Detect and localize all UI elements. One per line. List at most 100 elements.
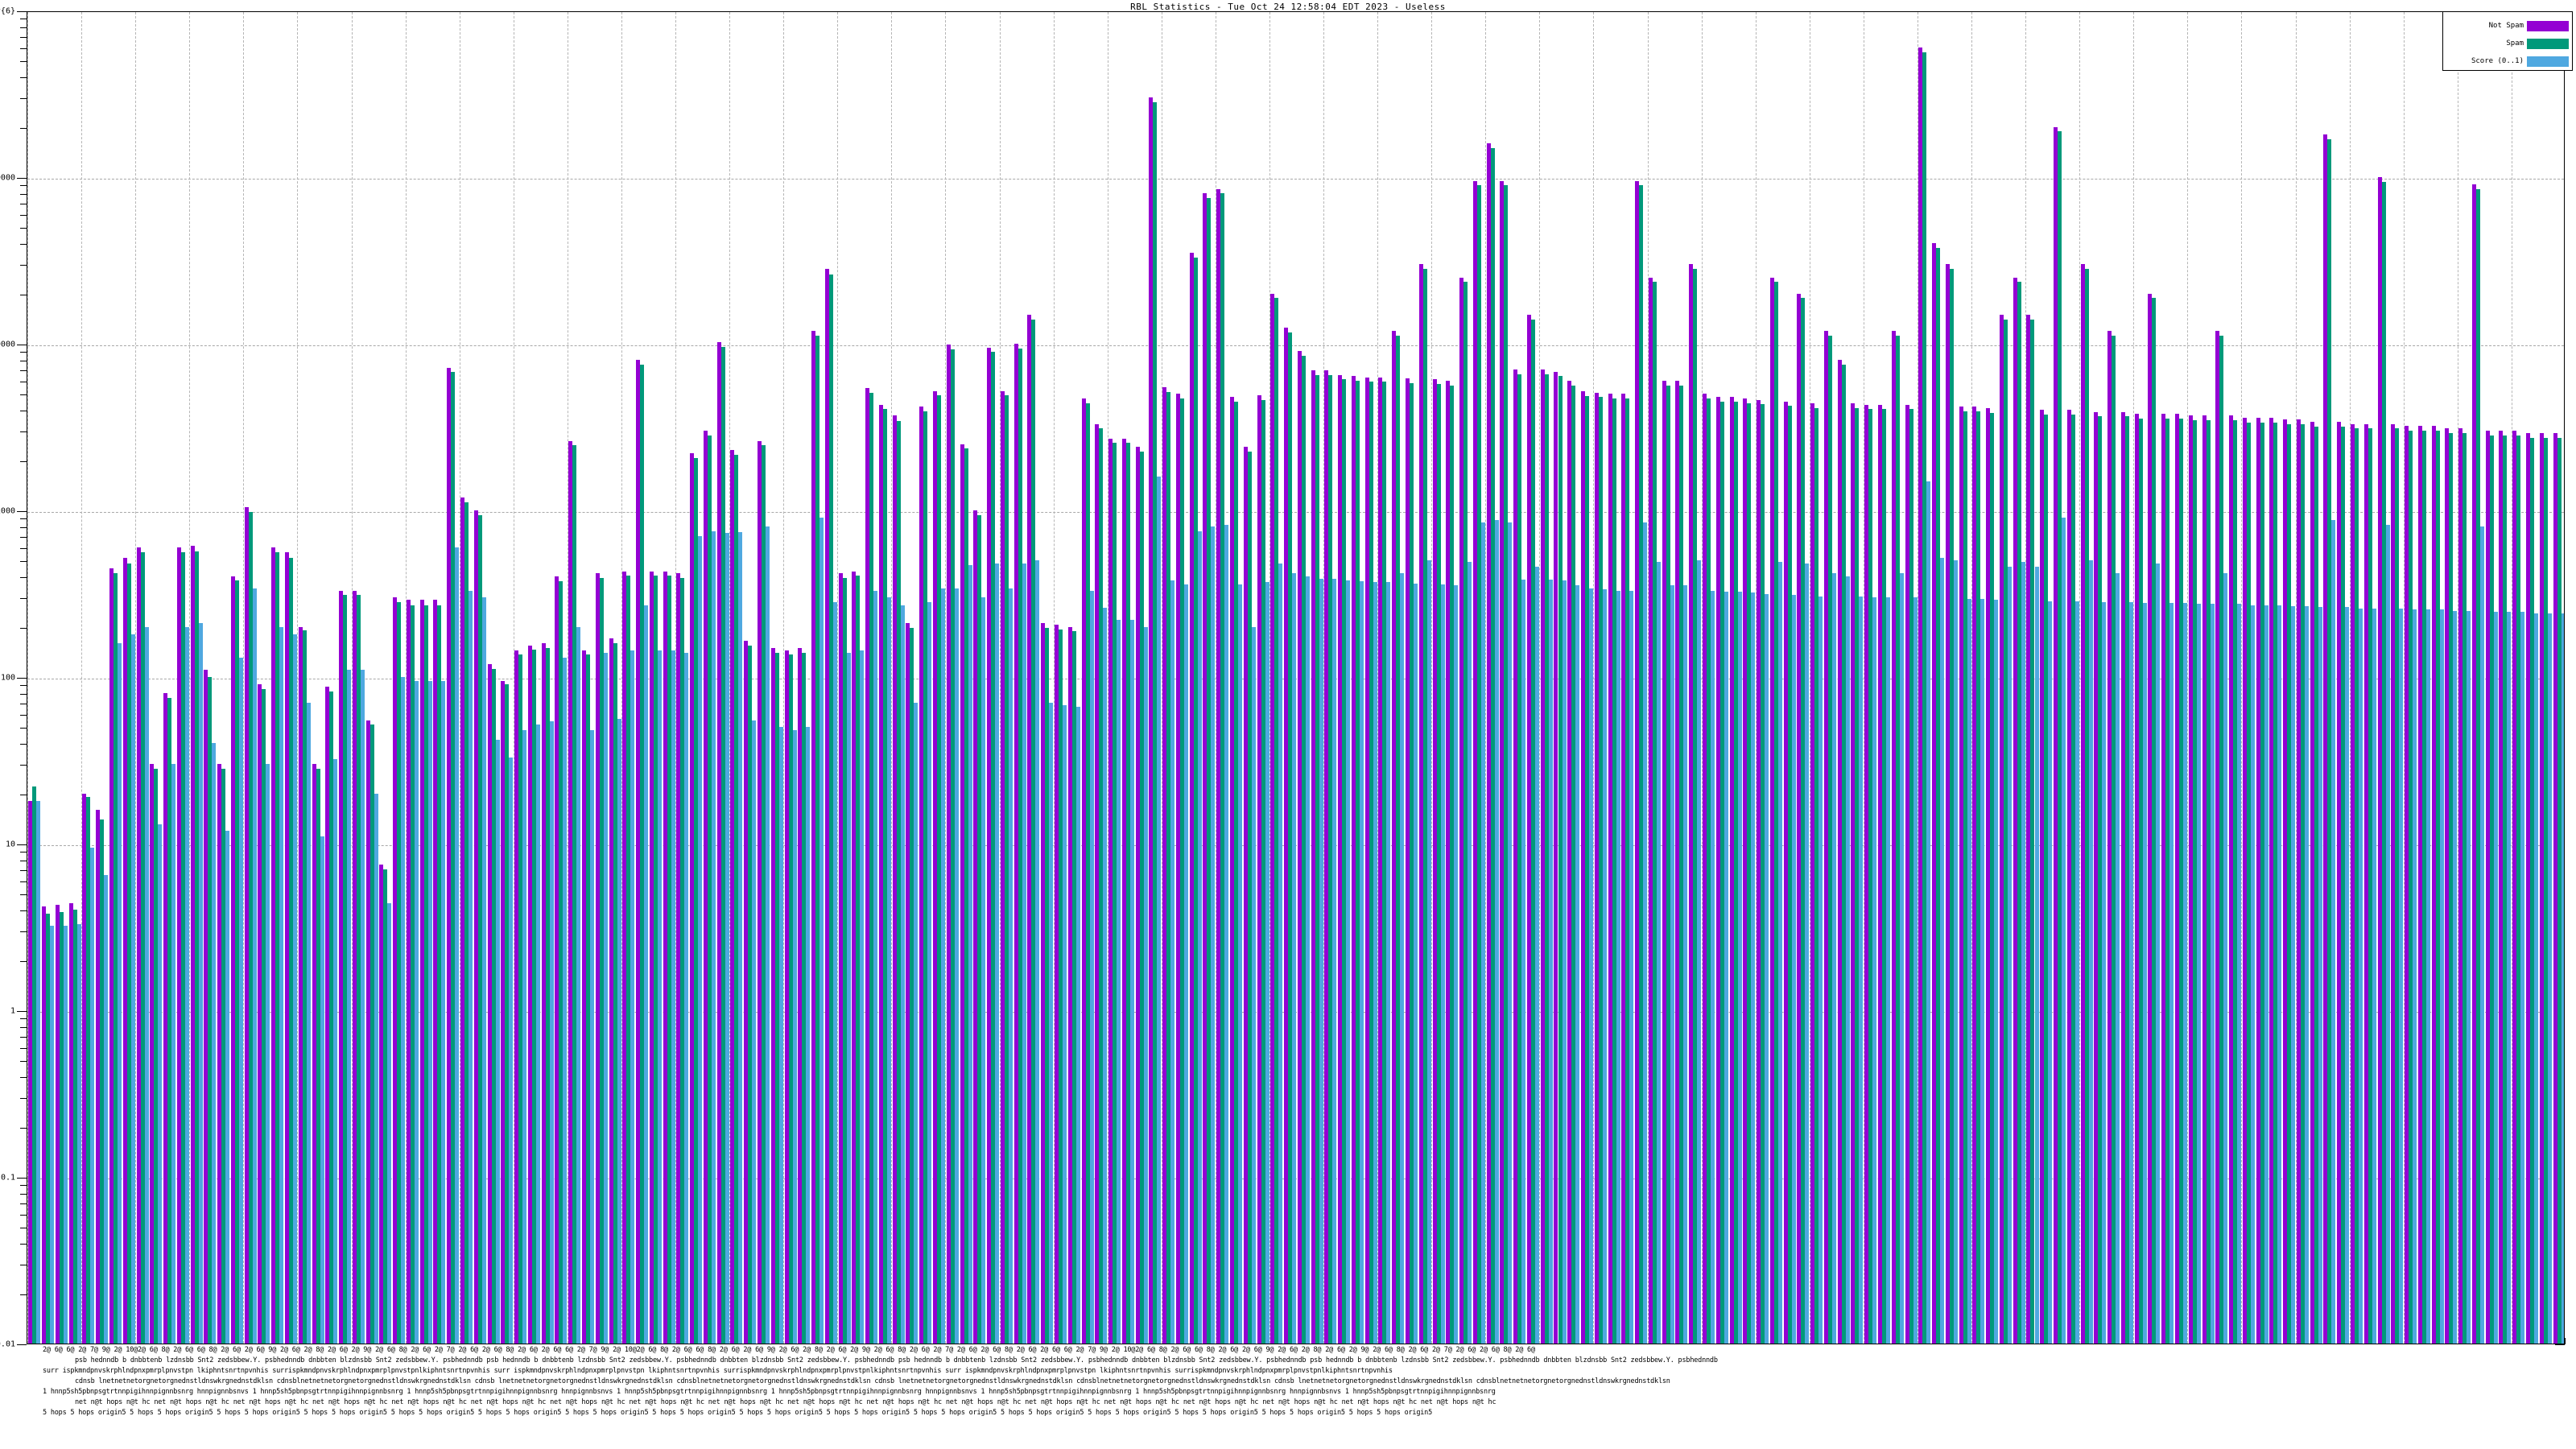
bar	[1693, 269, 1698, 1344]
gridline-vertical	[81, 12, 83, 1344]
bar	[852, 571, 857, 1344]
bar	[613, 642, 617, 1344]
bar	[2520, 612, 2525, 1344]
bar	[991, 352, 996, 1344]
bar	[343, 595, 348, 1344]
bar	[1918, 47, 1923, 1344]
legend-item[interactable]: Not Spam	[2443, 17, 2572, 35]
bar	[176, 547, 181, 1344]
bar	[2314, 426, 2318, 1344]
bar	[2112, 335, 2116, 1344]
bar	[312, 764, 316, 1344]
bar	[1913, 597, 1918, 1344]
bar	[1980, 598, 1985, 1344]
y-tick-minor	[20, 127, 27, 129]
y-tick-minor	[20, 1098, 27, 1100]
bar	[1747, 402, 1752, 1344]
bar	[455, 547, 460, 1344]
bar	[798, 647, 803, 1344]
gridline-vertical	[1647, 12, 1649, 1344]
bar	[2516, 435, 2521, 1344]
bar	[1338, 374, 1343, 1344]
bar	[1203, 193, 1208, 1344]
bar	[1224, 524, 1229, 1344]
y-tick-minor	[20, 1214, 27, 1216]
bar	[302, 630, 307, 1344]
bar	[964, 448, 968, 1344]
bar	[1400, 573, 1405, 1344]
bar	[2417, 426, 2422, 1344]
bar	[1851, 402, 1856, 1344]
bar	[217, 764, 222, 1344]
bar	[2021, 562, 2025, 1344]
bar	[568, 441, 573, 1344]
bar	[329, 691, 334, 1344]
bar	[2223, 573, 2228, 1344]
bar	[667, 576, 671, 1344]
y-tick-major	[17, 844, 27, 845]
bar	[1075, 707, 1080, 1344]
bar	[2066, 410, 2071, 1344]
bar	[2489, 435, 2494, 1344]
bar	[761, 445, 766, 1344]
bar	[1265, 582, 1269, 1344]
bar	[293, 634, 297, 1344]
bar	[730, 450, 735, 1344]
bar	[1757, 399, 1761, 1344]
bar	[1621, 394, 1626, 1344]
bar	[1554, 371, 1558, 1344]
bar	[1526, 314, 1531, 1344]
bar	[2196, 604, 2201, 1344]
y-tick-minor	[20, 431, 27, 433]
bar	[387, 902, 392, 1344]
bar	[1197, 530, 1202, 1344]
bar	[1710, 590, 1715, 1344]
bar	[1486, 142, 1491, 1344]
bar	[2040, 410, 2045, 1344]
bar	[886, 597, 891, 1344]
bar	[1490, 147, 1495, 1344]
bar	[1153, 102, 1158, 1344]
bar	[2493, 612, 2498, 1344]
bar	[55, 904, 60, 1344]
y-tick-minor	[20, 460, 27, 462]
bar	[784, 650, 789, 1344]
legend-item[interactable]: Score (0..1)	[2443, 52, 2572, 70]
bar	[2148, 293, 2153, 1344]
bar	[1257, 395, 1261, 1344]
bar	[2206, 420, 2211, 1344]
legend[interactable]: Not Spam Spam Score (0..1)	[2442, 11, 2573, 71]
bar	[1504, 185, 1509, 1344]
bar	[1414, 583, 1418, 1344]
bar	[320, 836, 324, 1344]
bar	[221, 769, 226, 1344]
legend-item[interactable]: Spam	[2443, 35, 2572, 52]
bar	[2318, 607, 2322, 1344]
bar	[2526, 433, 2531, 1344]
y-tick-minor	[20, 537, 27, 539]
bar	[1332, 578, 1337, 1344]
bar	[76, 923, 81, 1344]
bar	[609, 638, 613, 1344]
bar	[2007, 566, 2012, 1344]
bar	[1639, 185, 1644, 1344]
bar	[1679, 385, 1684, 1344]
bar	[576, 626, 581, 1344]
bar	[2044, 414, 2049, 1344]
gridline-horizontal	[27, 179, 2564, 180]
y-tick-minor	[20, 881, 27, 882]
y-tick-minor	[20, 1027, 27, 1029]
bar	[2337, 421, 2342, 1344]
bar	[1616, 590, 1620, 1344]
bar	[2421, 431, 2426, 1344]
bar	[117, 642, 122, 1344]
bar	[333, 759, 338, 1344]
bar	[1095, 423, 1100, 1344]
bar	[1990, 412, 1995, 1344]
bar	[42, 906, 47, 1344]
bar	[644, 605, 649, 1344]
bar	[1081, 398, 1086, 1344]
gridline-vertical	[297, 12, 299, 1344]
bar	[873, 590, 878, 1344]
bar	[1220, 193, 1225, 1344]
